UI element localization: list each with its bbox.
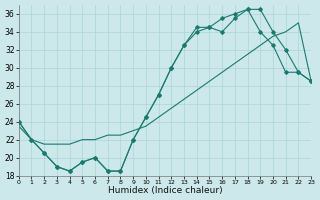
X-axis label: Humidex (Indice chaleur): Humidex (Indice chaleur): [108, 186, 222, 195]
